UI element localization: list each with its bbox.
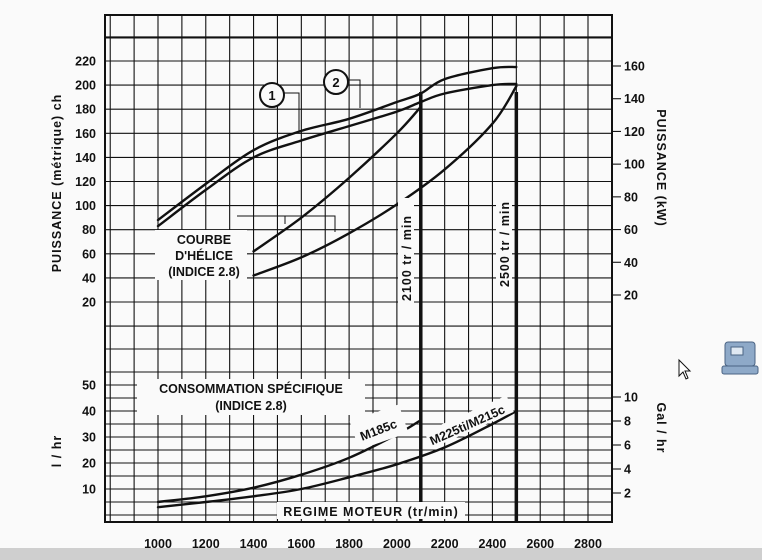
power-curve-2 bbox=[156, 65, 518, 222]
left-power-tick-label: 200 bbox=[75, 79, 96, 93]
propeller-label-line-1: COURBE bbox=[177, 233, 231, 247]
right-power-tick-label: 20 bbox=[624, 289, 638, 303]
m225ti-label-bg bbox=[424, 395, 514, 449]
consumption-title-line-2: (INDICE 2.8) bbox=[215, 399, 287, 413]
rpm-2500-label: 2500 tr / min bbox=[498, 201, 512, 287]
right-consumption-tick-label: 2 bbox=[624, 487, 631, 501]
x-tick-label: 1400 bbox=[240, 537, 268, 551]
right-consumption-tick-label: 4 bbox=[624, 463, 631, 477]
x-tick-label: 2200 bbox=[431, 537, 459, 551]
mouse-cursor-icon bbox=[678, 358, 692, 380]
right-power-tick-label: 60 bbox=[624, 223, 638, 237]
rpm-markers bbox=[419, 92, 519, 522]
curve-2-marker bbox=[323, 69, 349, 95]
rpm-2100-label-bg bbox=[398, 198, 414, 320]
x-tick-label: 1600 bbox=[287, 537, 315, 551]
propeller-label-bg bbox=[155, 230, 247, 280]
propeller-label-line-2: D'HÉLICE bbox=[175, 248, 233, 263]
propeller-curve-2 bbox=[252, 85, 518, 277]
left-power-tick-label: 120 bbox=[75, 175, 96, 189]
rpm-2500-label-bg bbox=[496, 193, 512, 293]
boat-engine-icon bbox=[721, 341, 759, 375]
left-power-axis-title: PUISSANCE (métrique) ch bbox=[50, 94, 64, 273]
right-consumption-tick-label: 6 bbox=[624, 439, 631, 453]
plot-frame bbox=[104, 14, 613, 523]
tick-labels: 1000 1200 1400 1600 1800 2000 2200 2400 2600 2800… bbox=[75, 55, 645, 552]
left-power-tick-label: 140 bbox=[75, 151, 96, 165]
bottom-strip bbox=[0, 548, 762, 560]
right-consumption-tick-label: 10 bbox=[624, 391, 638, 405]
curve-2-leader bbox=[348, 79, 361, 108]
x-tick-label: 2400 bbox=[479, 537, 507, 551]
right-power-tick-label: 160 bbox=[624, 60, 645, 74]
right-power-tick-label: 120 bbox=[624, 125, 645, 139]
propeller-label-line-3: (INDICE 2.8) bbox=[168, 265, 240, 279]
left-power-tick-label: 180 bbox=[75, 103, 96, 117]
propeller-curve-1 bbox=[252, 105, 422, 253]
propeller-leader-1 bbox=[237, 215, 286, 224]
x-tick-label: 1800 bbox=[335, 537, 363, 551]
curve-1-number: 1 bbox=[268, 88, 275, 103]
right-power-tick-label: 100 bbox=[624, 158, 645, 172]
left-power-tick-label: 40 bbox=[82, 271, 96, 285]
curve-2-number: 2 bbox=[332, 75, 339, 90]
right-consumption-axis-title: Gal / hr bbox=[654, 402, 668, 453]
m185c-label-bg bbox=[349, 404, 409, 450]
right-power-tick-label: 140 bbox=[624, 92, 645, 106]
x-tick-label: 1200 bbox=[192, 537, 220, 551]
left-power-tick-label: 100 bbox=[75, 199, 96, 213]
consumption-curve-2 bbox=[156, 409, 518, 509]
left-consumption-tick-label: 20 bbox=[82, 457, 96, 471]
power-curve-1 bbox=[156, 82, 518, 228]
left-consumption-tick-label: 50 bbox=[82, 379, 96, 393]
x-axis-title: REGIME MOTEUR (tr/min) bbox=[283, 505, 458, 519]
right-power-tick-label: 40 bbox=[624, 256, 638, 270]
x-tick-label: 2000 bbox=[383, 537, 411, 551]
right-power-tick-label: 80 bbox=[624, 190, 638, 204]
left-power-tick-label: 220 bbox=[75, 55, 96, 69]
left-power-tick-label: 20 bbox=[82, 296, 96, 310]
left-power-tick-label: 160 bbox=[75, 127, 96, 141]
x-tick-label: 2800 bbox=[574, 537, 602, 551]
right-consumption-tick-label: 8 bbox=[624, 415, 631, 429]
x-tick-label: 2600 bbox=[526, 537, 554, 551]
rpm-2100-label: 2100 tr / min bbox=[400, 215, 414, 301]
x-axis-title-bg bbox=[277, 502, 465, 519]
left-power-tick-label: 60 bbox=[82, 247, 96, 261]
curve-1-leader bbox=[284, 92, 300, 131]
x-tick-label: 1000 bbox=[144, 537, 172, 551]
left-consumption-tick-label: 40 bbox=[82, 405, 96, 419]
right-power-axis-title: PUISSANCE (kW) bbox=[654, 109, 668, 226]
left-power-tick-label: 80 bbox=[82, 223, 96, 237]
consumption-title-bg bbox=[137, 379, 365, 415]
curve-1-marker bbox=[259, 82, 285, 108]
left-consumption-tick-label: 10 bbox=[82, 483, 96, 497]
left-consumption-axis-title: l / hr bbox=[50, 435, 64, 467]
consumption-title-line-1: CONSOMMATION SPÉCIFIQUE bbox=[159, 381, 343, 396]
left-consumption-tick-label: 30 bbox=[82, 431, 96, 445]
